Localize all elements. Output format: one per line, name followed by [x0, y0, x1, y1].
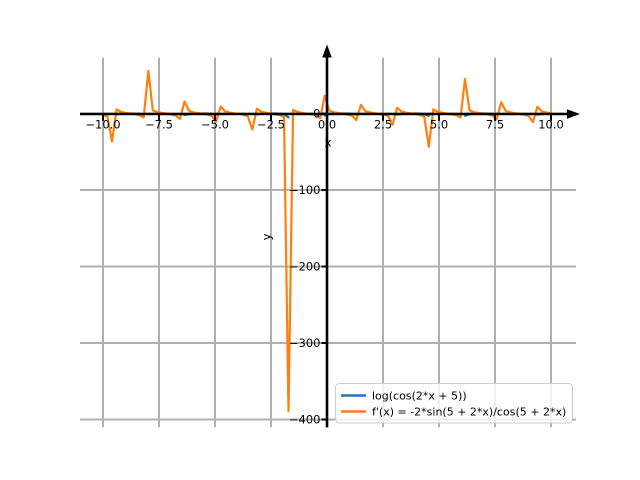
y-tick-label: −300	[289, 336, 321, 350]
x-tick-label: 10.0	[538, 117, 564, 131]
x-tick-label: 0.0	[318, 117, 336, 131]
y-tick-label: 0	[313, 107, 320, 121]
x-tick-label: 5.0	[430, 117, 448, 131]
tick-label-layer: −10.0 −7.5 −5.0 −2.5 0.0 2.5 5.0 7.5 10.0 0 −100 −2…	[85, 107, 563, 427]
legend-label-1: f'(x) = -2*sin(5 + 2*x)/cos(5 + 2*x)	[372, 406, 566, 419]
y-axis-label: y	[260, 233, 274, 240]
y-axis-arrowhead-icon	[322, 44, 332, 58]
x-axis-arrowhead-icon	[567, 109, 580, 119]
x-axis-label: x	[325, 136, 332, 150]
y-tick-label: −200	[289, 260, 321, 274]
x-tick-label: 7.5	[486, 117, 504, 131]
x-tick-label: −10.0	[85, 117, 120, 131]
y-tick-label: −400	[289, 413, 321, 427]
y-tick-label: −100	[289, 183, 321, 197]
x-tick-label: −2.5	[257, 117, 285, 131]
x-tick-label: 2.5	[374, 117, 392, 131]
legend-box	[335, 383, 573, 424]
legend: log(cos(2*x + 5)) f'(x) = -2*sin(5 + 2*x…	[335, 383, 573, 424]
x-tick-label: −5.0	[201, 117, 229, 131]
axes-layer	[80, 44, 580, 428]
x-tick-label: −7.5	[145, 117, 173, 131]
legend-label-0: log(cos(2*x + 5))	[372, 390, 467, 403]
